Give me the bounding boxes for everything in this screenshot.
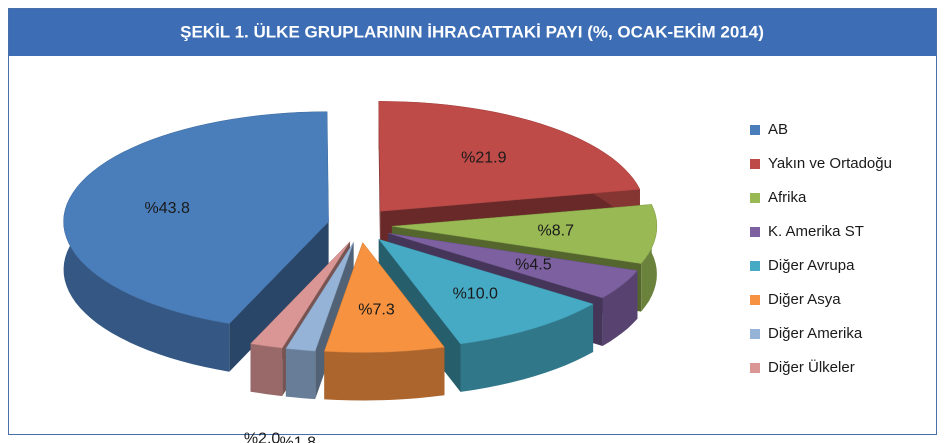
data-label: %43.8 bbox=[145, 200, 190, 217]
slice-wall bbox=[250, 343, 283, 397]
slice bbox=[391, 204, 658, 264]
data-label: %2.0 bbox=[244, 431, 281, 443]
slice-wall bbox=[602, 270, 638, 346]
slice bbox=[378, 238, 594, 345]
legend-label: K. Amerika ST bbox=[768, 223, 864, 240]
slice bbox=[388, 232, 639, 299]
header-bar bbox=[9, 9, 936, 56]
slice bbox=[285, 242, 354, 352]
slice bbox=[250, 241, 351, 349]
slice-side bbox=[229, 221, 329, 372]
slice-wall bbox=[324, 347, 445, 401]
data-label: %1.8 bbox=[280, 435, 317, 443]
data-label: %21.9 bbox=[461, 150, 506, 167]
legend-label: Afrika bbox=[768, 189, 807, 206]
data-label: %8.7 bbox=[538, 222, 575, 239]
legend-label: Diğer Ülkeler bbox=[768, 358, 855, 376]
legend-swatch bbox=[750, 193, 760, 203]
chart-title: ŞEKİL 1. ÜLKE GRUPLARININ İHRACATTAKİ PA… bbox=[180, 22, 764, 41]
legend-swatch bbox=[750, 363, 760, 373]
data-label: %10.0 bbox=[453, 286, 498, 303]
legend-label: Diğer Avrupa bbox=[768, 257, 855, 274]
slice-wall bbox=[460, 304, 594, 392]
legend-swatch bbox=[750, 261, 760, 271]
slice bbox=[63, 111, 329, 324]
data-label: %4.5 bbox=[515, 256, 552, 273]
data-label: %7.3 bbox=[358, 302, 395, 319]
legend-swatch bbox=[750, 329, 760, 339]
legend-swatch bbox=[750, 227, 760, 237]
legend-label: AB bbox=[768, 121, 788, 138]
legend-label: Diğer Amerika bbox=[768, 325, 863, 342]
slice-wall bbox=[285, 348, 316, 400]
legend-swatch bbox=[750, 159, 760, 169]
slice bbox=[323, 242, 445, 353]
pie bbox=[63, 101, 658, 401]
legend-swatch bbox=[750, 295, 760, 305]
legend-swatch bbox=[750, 125, 760, 135]
legend: AB Yakın ve Ortadoğu Afrika K. Amerika ST Di… bbox=[750, 121, 892, 376]
legend-label: Yakın ve Ortadoğu bbox=[768, 155, 892, 172]
legend-label: Diğer Asya bbox=[768, 291, 841, 308]
slice bbox=[378, 101, 641, 212]
